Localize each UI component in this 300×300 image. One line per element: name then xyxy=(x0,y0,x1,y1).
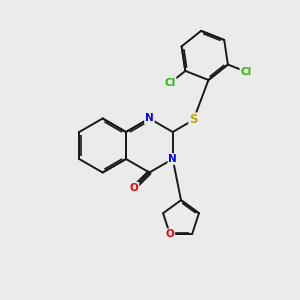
Text: S: S xyxy=(189,113,198,126)
Text: O: O xyxy=(166,229,174,239)
Text: N: N xyxy=(168,154,177,164)
Text: O: O xyxy=(130,183,139,193)
Text: N: N xyxy=(145,113,154,124)
Text: Cl: Cl xyxy=(164,78,176,88)
Text: Cl: Cl xyxy=(240,67,252,77)
